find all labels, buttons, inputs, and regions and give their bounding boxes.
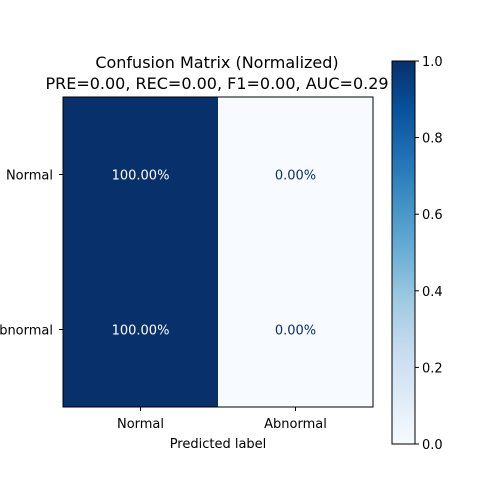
colorbar-tick-label: 0.6 — [422, 208, 443, 223]
y-tick-label: Abnormal — [0, 324, 53, 339]
colorbar-ticks: 0.0 0.2 0.4 0.6 0.8 1.0 — [415, 55, 443, 453]
heatmap-cells: 100.00% 0.00% 100.00% 0.00% — [63, 97, 373, 407]
y-axis-ticks: Normal Abnormal — [0, 169, 63, 339]
cell-value-label: 0.00% — [275, 324, 316, 339]
cell-value-label: 100.00% — [112, 169, 170, 184]
cell-value-label: 0.00% — [275, 169, 316, 184]
chart-subtitle: PRE=0.00, REC=0.00, F1=0.00, AUC=0.29 — [45, 74, 388, 93]
colorbar-tick-label: 1.0 — [422, 55, 443, 70]
heatmap-cell — [63, 97, 218, 252]
colorbar-tick-label: 0.8 — [422, 132, 443, 147]
cell-value-label: 100.00% — [112, 324, 170, 339]
colorbar-tick-label: 0.4 — [422, 285, 443, 300]
colorbar-tick-label: 0.0 — [422, 438, 443, 453]
heatmap-cell — [63, 252, 218, 407]
x-axis-label: Predicted label — [170, 437, 267, 452]
chart-title: Confusion Matrix (Normalized) — [95, 53, 338, 72]
plot-frame — [62, 96, 374, 408]
x-tick-label: Abnormal — [264, 417, 327, 432]
colorbar — [391, 60, 416, 445]
colorbar-tick-label: 0.2 — [422, 361, 443, 376]
heatmap-cell — [218, 252, 373, 407]
heatmap-cell — [218, 97, 373, 252]
y-tick-label: Normal — [6, 169, 53, 184]
x-axis-ticks: Normal Abnormal — [117, 407, 327, 432]
x-tick-label: Normal — [117, 417, 164, 432]
